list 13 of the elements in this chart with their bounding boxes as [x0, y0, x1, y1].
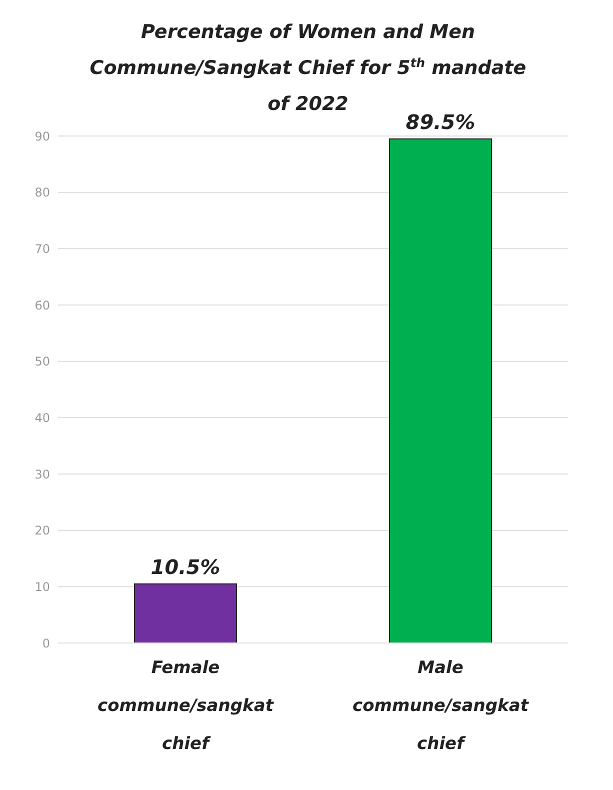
x-tick-label: Female commune/sangkat chief: [98, 658, 274, 754]
y-tick-label: 20: [34, 524, 50, 538]
y-tick-label: 90: [34, 129, 50, 144]
y-tick-label: 30: [34, 467, 50, 482]
y-tick-label: 40: [34, 410, 50, 425]
y-tick-label: 50: [34, 354, 50, 369]
y-tick-label: 80: [34, 186, 50, 200]
data-label: 10.5%: [150, 554, 220, 579]
y-tick-label: 0: [42, 636, 50, 650]
x-tick-label: Male commune/sangkat chief: [352, 658, 530, 754]
y-tick-label: 10: [34, 580, 50, 594]
y-tick-label: 60: [34, 298, 50, 312]
y-tick-label: 70: [34, 242, 50, 256]
